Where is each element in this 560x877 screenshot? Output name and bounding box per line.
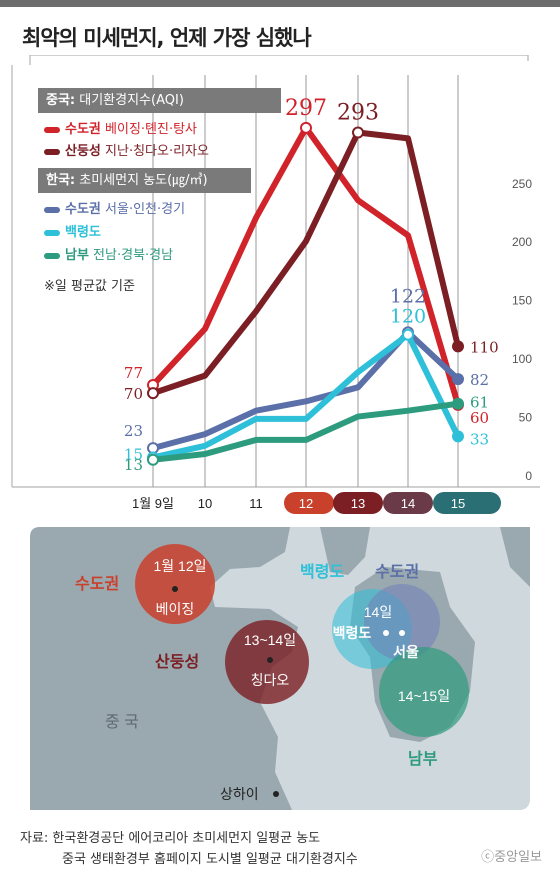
shanghai-dot [273,791,279,797]
data-label: 23 [124,422,143,440]
y-tick-label: 0 [525,469,532,483]
legend-swatch [44,126,60,133]
line-chart: 1월 9일 10 11 12 13 14 15 250 200 150 100 50 0 297 293 1… [11,55,540,514]
legend-swatch [44,252,60,259]
data-point [402,328,414,341]
highlight-days [284,492,501,514]
legend-swatch [44,148,60,155]
qingdao-dot [267,657,273,663]
china-land [30,527,298,810]
publisher-logo: ⓒ중앙일보 [481,850,542,865]
baengnyeong-date: 14일 [364,604,392,620]
qingdao-city: 칭다오 [251,672,290,688]
qingdao-circle [225,620,309,704]
south-circle [379,647,469,737]
data-point [352,126,364,139]
y-tick-label: 50 [519,411,533,425]
seoul-city: 서울 [393,644,419,660]
highlight-day-pill [284,492,334,514]
x-tick-label: 1월 9일 [132,496,174,511]
data-label: 77 [124,364,143,382]
data-label: 110 [470,338,499,356]
baengnyeong-city: 백령도 [333,625,372,641]
qingdao-date: 13~14일 [244,632,296,648]
series-lines [147,121,464,466]
legend-item-shandong: 산둥성 지난·칭다오·리자오 [44,143,209,161]
x-tick-label: 10 [198,496,212,511]
data-label: 82 [470,371,489,389]
data-point [147,387,159,400]
frame-top [29,55,529,65]
legend-item-korea-capital: 수도권 서울·인천·경기 [44,201,185,219]
highlight-day-pill [433,492,501,514]
data-label: 15 [124,445,143,463]
data-label: 70 [124,385,143,403]
data-label: 61 [470,394,489,412]
beijing-date: 1월 12일 [153,558,206,574]
data-label: 60 [470,409,489,427]
source-note: 자료: 한국환경공단 에어코리아 초미세먼지 일평균 농도 중국 생태환경부 홈… [20,831,358,867]
data-point [300,121,312,134]
x-tick-label: 12 [299,496,313,511]
data-label: 122 [390,285,426,307]
x-tick-label: 13 [351,496,365,511]
south-date: 14~15일 [398,688,450,704]
beijing-circle [135,544,215,624]
data-label: 120 [390,306,426,328]
shanghai-label: 상하이 [220,786,259,802]
data-label: 33 [470,430,489,448]
legend-china-header: 중국: 대기환경지수(AQI) [38,88,281,113]
legend-swatch [44,229,60,236]
legend-swatch [44,206,60,213]
data-point [452,397,464,410]
series-line [150,129,461,397]
data-label: 13 [124,456,143,474]
y-tick-label: 250 [512,177,532,191]
y-tick-label: 200 [512,235,532,249]
north-korea-coast [320,527,370,575]
data-label: 297 [285,96,327,121]
y-tick-label: 150 [512,294,532,308]
region-china-capital: 수도권 [75,574,119,593]
x-tick-label: 15 [451,496,465,511]
highlight-day-pill [333,492,383,514]
top-bar [0,0,560,7]
legend-korea-header: 한국: 초미세먼지 농도(㎍/㎥) [38,168,251,193]
data-point [452,430,464,443]
chart-grid [11,55,540,488]
data-point [452,373,464,386]
x-tick-label: 14 [401,496,415,511]
highlight-day-pill [383,492,433,514]
series-line [150,400,461,463]
beijing-dot [172,586,178,592]
x-tick-label: 11 [249,496,263,511]
map: 수도권 산둥성 백령도 수도권 남부 중 국 1월 12일 베이징 13~14일… [30,527,530,810]
region-shandong: 산둥성 [155,653,199,671]
data-point [147,453,159,466]
legend-note: ※일 평균값 기준 [44,279,135,294]
seoul-dot [399,630,405,636]
seoul-circle [364,584,440,660]
page-title: 최악의 미세먼지, 언제 가장 심했나 [22,26,312,50]
data-point [452,340,464,353]
beijing-city: 베이징 [156,601,195,617]
japan-coast [500,527,530,587]
legend-item-south: 남부 전남·경북·경남 [44,247,173,265]
y-tick-label: 100 [512,352,532,366]
tick-labels: 1월 9일 10 11 12 13 14 15 250 200 150 100 50 0 [132,177,532,511]
region-korea-capital: 수도권 [375,562,419,581]
legend-item-china-capital: 수도권 베이징·톈진·탕사 [44,121,197,139]
region-south: 남부 [408,750,438,768]
data-label: 293 [337,100,379,125]
region-china: 중 국 [105,714,139,731]
baengnyeong-dot [383,630,389,636]
legend-item-baengnyeong: 백령도 [44,224,101,242]
region-baengnyeong: 백령도 [300,562,344,581]
